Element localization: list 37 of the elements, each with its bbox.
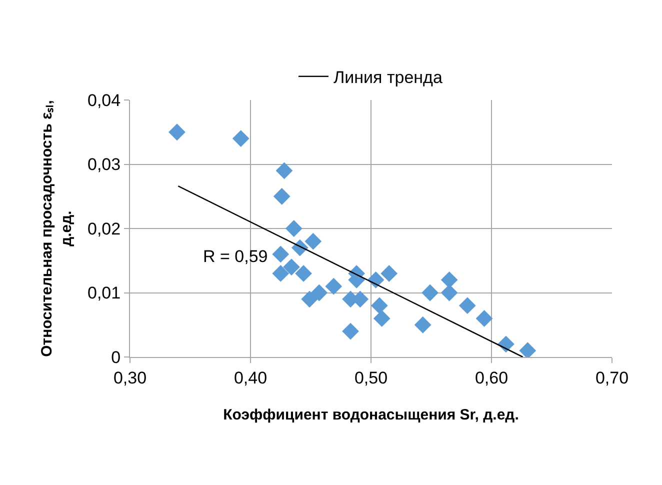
annotation: R = 0,59 <box>203 247 268 266</box>
point <box>325 278 342 295</box>
y-axis-title: Относительная просадочность εₛₗ, д.ед. <box>38 100 75 357</box>
point <box>285 220 302 237</box>
point <box>310 284 328 302</box>
point <box>283 258 300 276</box>
point <box>422 284 438 302</box>
y-tick-label: 0,02 <box>88 219 121 238</box>
x-tick-label: 0,50 <box>354 368 388 388</box>
point <box>273 188 290 205</box>
point <box>458 297 476 314</box>
point <box>276 162 293 180</box>
x-tick-label: 0,30 <box>113 368 147 388</box>
point <box>440 284 458 302</box>
x-tick-label: 0,70 <box>595 368 629 388</box>
y-tick-label: 0 <box>111 348 121 367</box>
point <box>476 310 493 327</box>
point <box>414 316 432 334</box>
x-tick-label: 0,40 <box>234 368 268 388</box>
x-tick-label: 0,60 <box>474 368 508 388</box>
y-tick-label: 0,04 <box>88 90 121 110</box>
point <box>295 265 312 282</box>
point <box>304 232 322 250</box>
point <box>272 265 290 282</box>
point <box>373 310 390 327</box>
y-tick-label: 0,03 <box>88 155 121 174</box>
point <box>342 322 359 340</box>
point <box>232 130 250 147</box>
point <box>272 246 290 263</box>
x-axis-title: Коэффициент водонасыщения Sr, д.ед. <box>223 406 519 424</box>
point <box>301 290 318 308</box>
point <box>168 124 186 141</box>
y-tick-label: 0,01 <box>88 284 121 303</box>
point <box>440 271 458 288</box>
point <box>380 265 398 282</box>
point <box>370 297 388 314</box>
legend-label: Линия тренда <box>334 68 443 88</box>
